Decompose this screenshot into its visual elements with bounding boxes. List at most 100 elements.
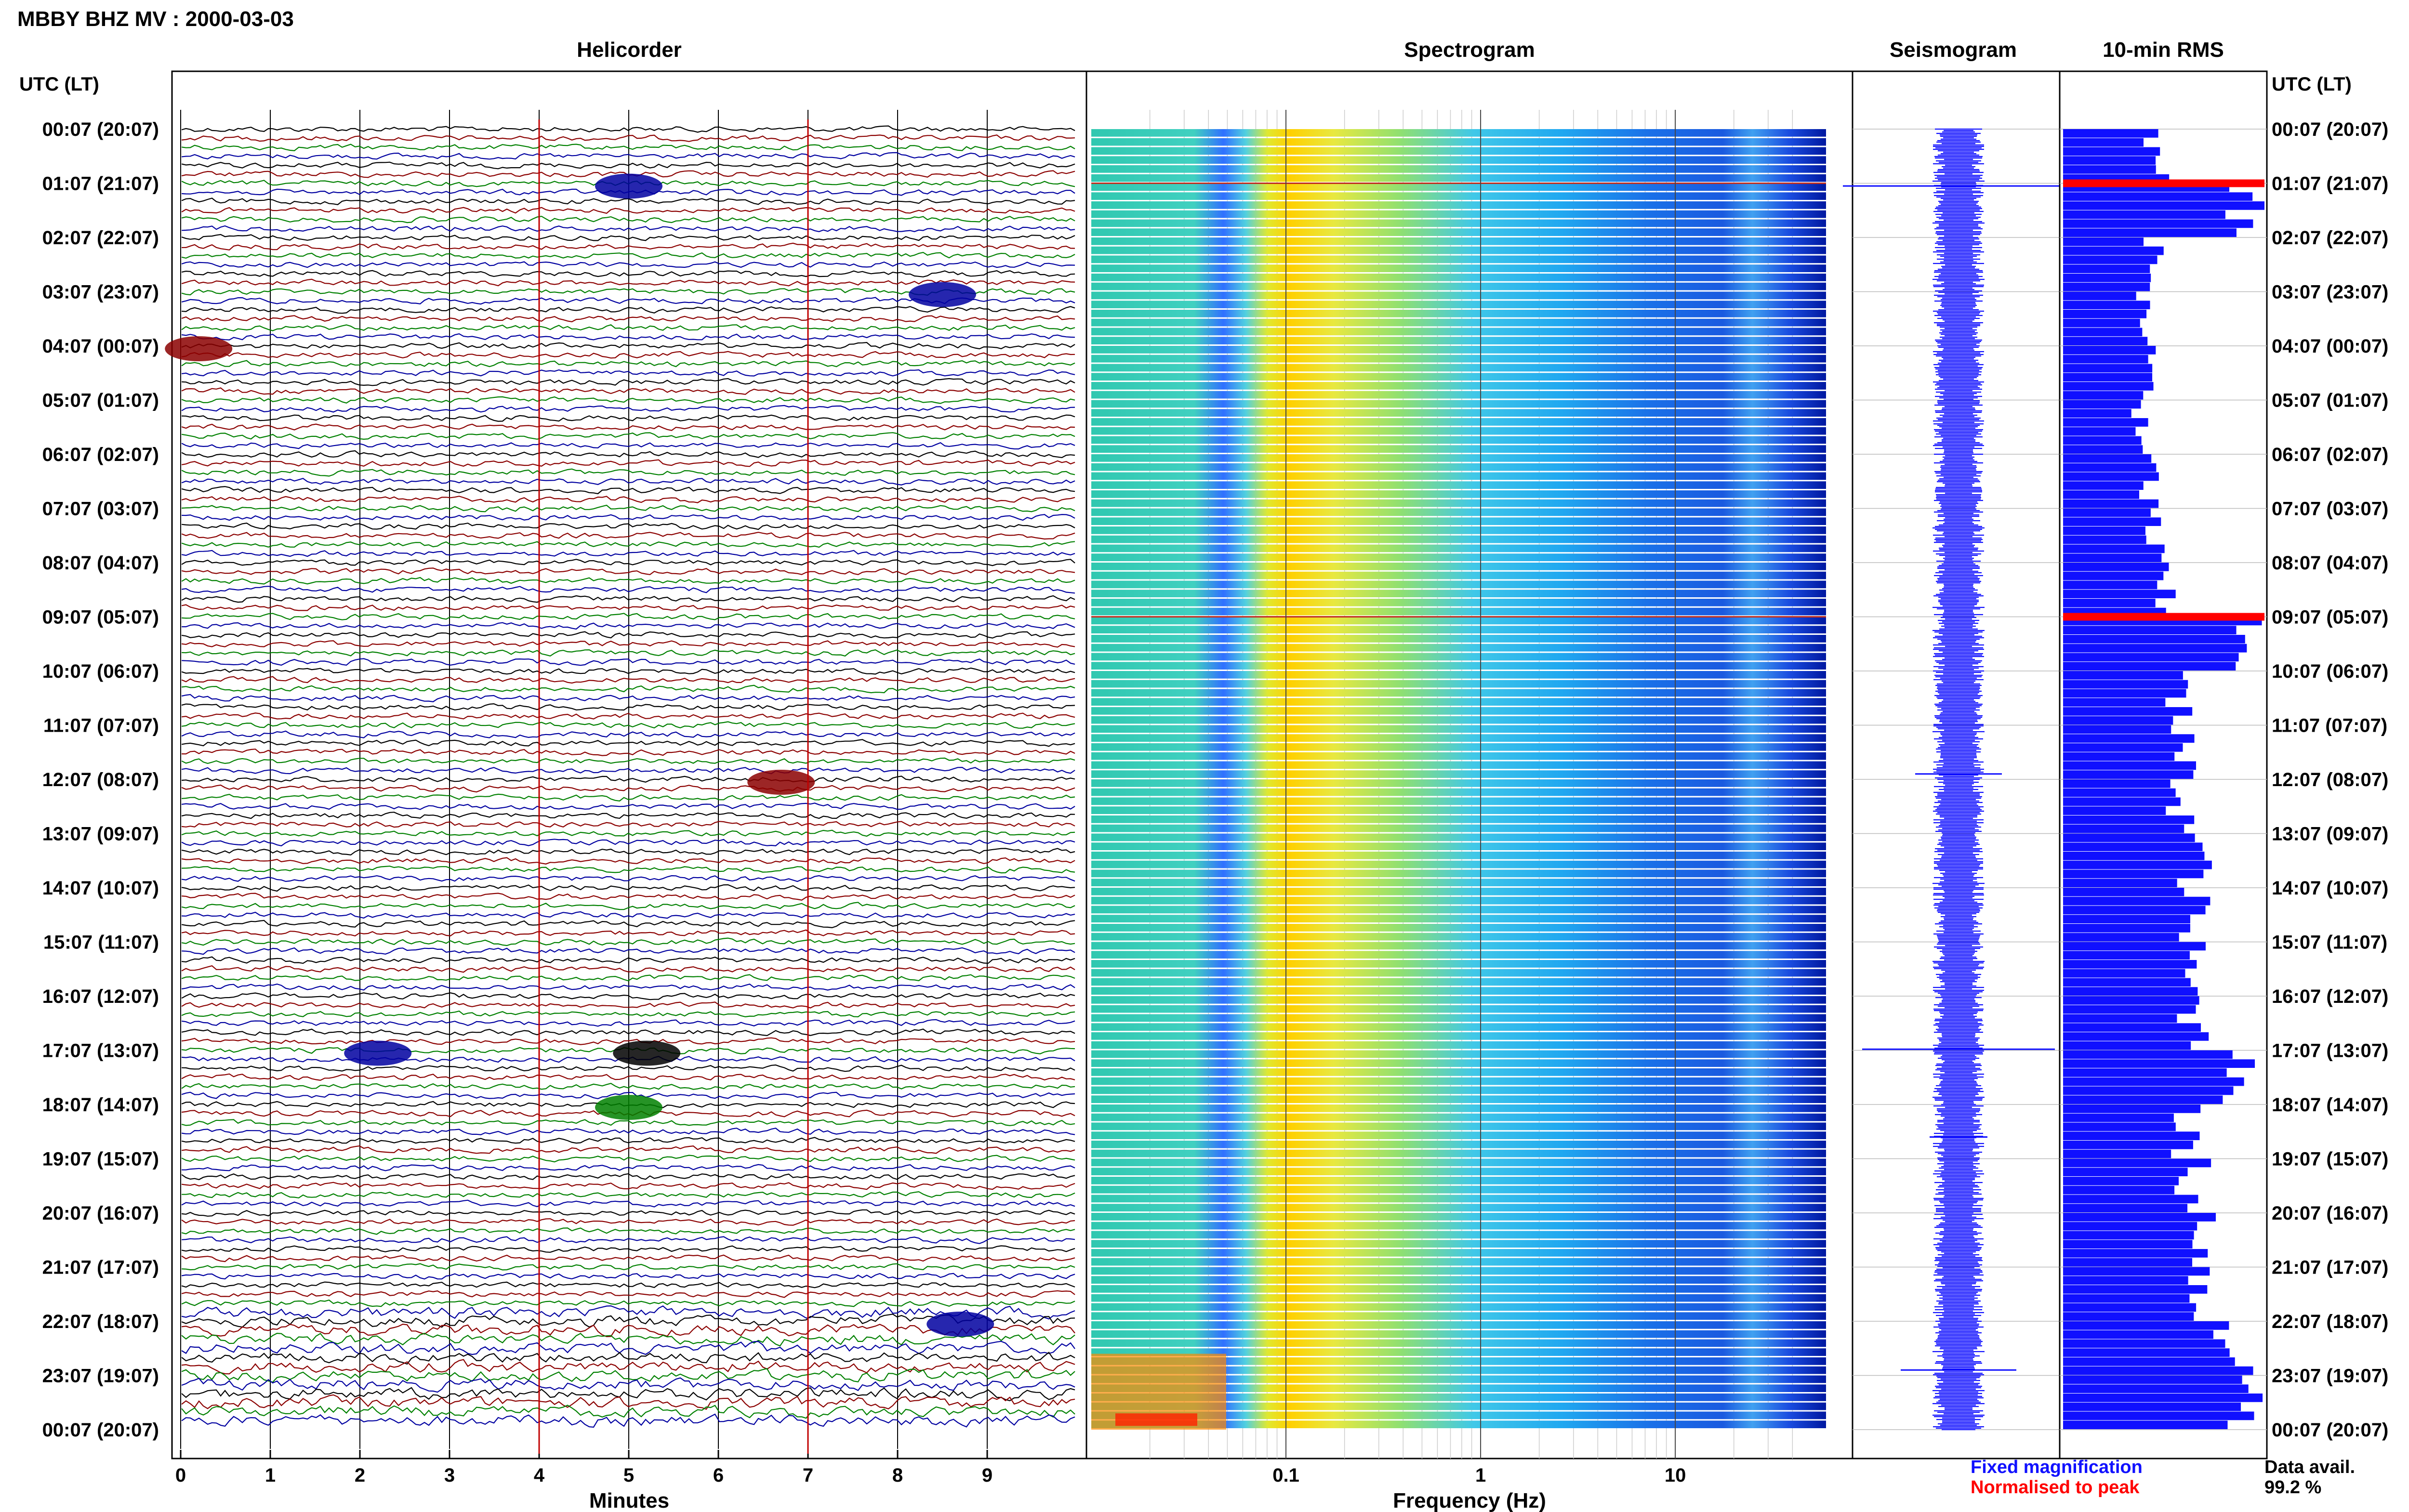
spectrogram-row [1091, 797, 1826, 805]
rms-bar [2063, 1104, 2201, 1113]
helicorder-trace [181, 992, 1075, 1000]
helicorder-trace [181, 595, 1075, 603]
frequency-tick-label: 0.1 [1272, 1465, 1299, 1486]
helicorder-trace [181, 1209, 1075, 1217]
spectrogram-row [1091, 400, 1826, 408]
spectrogram-row [1091, 310, 1826, 317]
helicorder-trace [181, 315, 1075, 323]
spectrogram-row [1091, 824, 1826, 832]
spectrogram-row [1091, 1086, 1826, 1094]
helicorder-title: Helicorder [577, 38, 682, 62]
spectrogram-row [1091, 219, 1826, 227]
spectrogram-row [1091, 1177, 1826, 1184]
helicorder-trace [181, 884, 1075, 892]
spectrogram-row [1091, 1213, 1826, 1221]
spectrogram-row [1091, 156, 1826, 164]
spectrogram-row [1091, 436, 1826, 444]
helicorder-trace [181, 1394, 1075, 1410]
rms-bar [2063, 1384, 2249, 1393]
helicorder-trace [181, 450, 1075, 459]
spectrogram-row [1091, 1059, 1826, 1067]
spectrogram-row [1091, 599, 1826, 606]
helicorder-trace [181, 866, 1075, 874]
spectrogram-row [1091, 960, 1826, 968]
spectrogram-row [1091, 1104, 1826, 1112]
spectrogram-row [1091, 138, 1826, 146]
rms-bar [2063, 463, 2157, 472]
rms-bar [2063, 662, 2236, 671]
rms-bar [2063, 960, 2197, 969]
time-tick-left: 17:07 (13:07) [42, 1040, 159, 1062]
time-tick-right: 17:07 (13:07) [2272, 1040, 2388, 1062]
rms-bar [2063, 508, 2151, 517]
spectrogram-row [1091, 373, 1826, 381]
rms-bar [2063, 1149, 2171, 1158]
rms-bar [2063, 436, 2142, 445]
rms-bar [2063, 590, 2176, 598]
rms-bar [2063, 526, 2145, 535]
time-tick-left: 06:07 (02:07) [42, 444, 159, 465]
spectrogram-row [1091, 553, 1826, 561]
rms-bar [2063, 544, 2165, 553]
helicorder-trace [181, 234, 1075, 241]
helicorder-trace [181, 658, 1075, 666]
time-tick-right: 13:07 (09:07) [2272, 824, 2388, 845]
spectrogram-row [1091, 1357, 1826, 1365]
spectrogram-row [1091, 291, 1826, 300]
rms-bar [2063, 409, 2131, 418]
helicorder-trace [181, 1305, 1075, 1320]
spectrogram-row [1091, 328, 1826, 336]
rms-bar [2063, 219, 2253, 228]
spectrogram-row [1091, 282, 1826, 290]
helicorder-trace [181, 387, 1075, 395]
time-tick-left: 10:07 (06:07) [42, 661, 159, 682]
helicorder-trace [181, 965, 1075, 973]
rms-bar [2063, 1411, 2254, 1420]
helicorder-trace [181, 947, 1075, 955]
time-tick-right: 18:07 (14:07) [2272, 1094, 2388, 1116]
spectrogram-row [1091, 806, 1826, 814]
helicorder-trace [181, 1119, 1075, 1126]
helicorder-trace [181, 442, 1075, 450]
helicorder-trace [181, 1263, 1075, 1271]
helicorder-trace [181, 1001, 1075, 1009]
helicorder-trace [181, 1073, 1075, 1081]
time-tick-left: 00:07 (20:07) [42, 119, 159, 140]
spectrogram-row [1091, 1384, 1826, 1392]
helicorder-trace [181, 559, 1075, 566]
spectrogram-row [1091, 301, 1826, 308]
spectrogram-row [1091, 1258, 1826, 1266]
rms-bar [2063, 1014, 2177, 1023]
spectrogram-row [1091, 1348, 1826, 1356]
rms-bar [2063, 382, 2154, 391]
rms-bar [2063, 770, 2194, 779]
helicorder-trace [181, 531, 1075, 540]
spectrogram-row [1091, 1122, 1826, 1131]
time-tick-labels: 00:07 (20:07) 00:07 (20:07) 01:07 (21:07) 0… [42, 119, 2389, 1441]
helicorder-trace [181, 432, 1075, 440]
time-tick-left: 03:07 (23:07) [42, 282, 159, 303]
spectrogram-row [1091, 129, 1826, 137]
spectrogram-row [1091, 1375, 1826, 1383]
helicorder-trace [181, 983, 1075, 991]
rms-bar [2063, 707, 2193, 716]
helicorder-trace [181, 1299, 1075, 1307]
helicorder-event [165, 336, 233, 361]
helicorder-trace [181, 1368, 1075, 1383]
helicorder-trace [181, 1413, 1075, 1428]
helicorder-trace [181, 1145, 1075, 1154]
helicorder-panel: 0 1 2 3 4 5 6 7 8 9 [165, 70, 1087, 1486]
time-tick-left: 07:07 (03:07) [42, 499, 159, 520]
spectrogram-row [1091, 264, 1826, 272]
legend-normalised-to-peak: Normalised to peak [1971, 1477, 2140, 1498]
helicorder-trace [181, 486, 1075, 495]
rms-bar [2063, 869, 2204, 879]
spectrogram-row [1091, 942, 1826, 950]
helicorder-trace [181, 378, 1075, 386]
rms-bar [2063, 924, 2190, 933]
seismogram-trace [1932, 128, 1985, 1431]
spectrogram-row [1091, 526, 1826, 534]
time-tick-right: 05:07 (01:07) [2272, 390, 2388, 411]
minute-tick-label: 6 [713, 1465, 724, 1486]
rms-bar [2063, 328, 2143, 337]
